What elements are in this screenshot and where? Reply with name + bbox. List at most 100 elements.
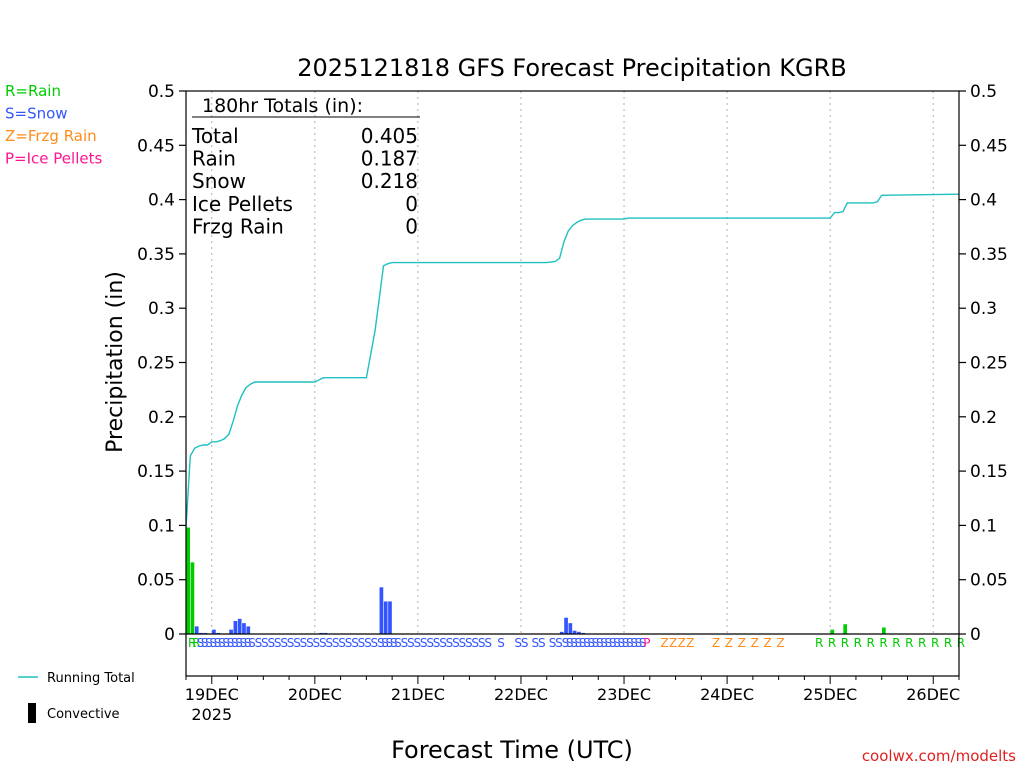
precip-type-mark-24: S bbox=[313, 636, 321, 650]
precip-bar-10 bbox=[242, 623, 246, 634]
precip-type-mark-81: Z bbox=[669, 636, 677, 650]
precip-type-mark-17: S bbox=[267, 636, 275, 650]
precip-type-legend-item-2: Z=Frzg Rain bbox=[5, 127, 97, 145]
x-tick-label-6: 25DEC bbox=[803, 685, 857, 704]
precip-type-mark-53: S bbox=[497, 636, 505, 650]
precip-type-mark-69: S bbox=[600, 636, 608, 650]
y-tick-label-left: 0.45 bbox=[137, 136, 175, 156]
precip-type-mark-42: S bbox=[420, 636, 428, 650]
precip-type-mark-45: S bbox=[439, 636, 447, 650]
precip-type-mark-9: S bbox=[227, 636, 235, 650]
precip-type-mark-0: R bbox=[188, 636, 196, 650]
precip-type-mark-5: S bbox=[209, 636, 217, 650]
precip-type-mark-51: S bbox=[478, 636, 486, 650]
precip-type-mark-77: S bbox=[635, 636, 643, 650]
y-tick-label-right: 0.4 bbox=[970, 191, 997, 211]
precip-type-strip: RRSSSSSSSSSSSSSSSSSSSSSSSSSSSSSSSSSSSSSS… bbox=[188, 636, 965, 650]
precip-bar-16 bbox=[388, 601, 392, 634]
y-tick-label-left: 0.35 bbox=[137, 245, 175, 265]
precip-type-mark-18: S bbox=[274, 636, 282, 650]
precip-type-mark-71: S bbox=[609, 636, 617, 650]
precip-type-mark-38: S bbox=[394, 636, 402, 650]
totals-rows: Total 0.405 Rain 0.187 Snow 0.218 Ice Pellets 0… bbox=[191, 124, 418, 238]
y-axis: 0 00.05 0.050.1 0.10.15 0.150.2 0.20.25 0.250.… bbox=[137, 82, 1008, 645]
precip-type-mark-3: S bbox=[201, 636, 209, 650]
running-total-line bbox=[185, 193, 960, 528]
precip-type-mark-28: S bbox=[338, 636, 346, 650]
precip-type-mark-32: S bbox=[364, 636, 372, 650]
chart-title: 2025121818 GFS Forecast Precipitation KG… bbox=[297, 54, 846, 82]
y-tick-label-left: 0.25 bbox=[137, 354, 175, 374]
precip-type-mark-95: R bbox=[879, 636, 887, 650]
precip-type-mark-35: S bbox=[381, 636, 389, 650]
running-total-legend-label: Running Total bbox=[47, 671, 135, 686]
totals-row-name: Rain bbox=[192, 147, 236, 171]
y-tick-label-right: 0.15 bbox=[970, 462, 1008, 482]
precip-type-mark-21: S bbox=[293, 636, 301, 650]
precip-type-mark-99: R bbox=[931, 636, 939, 650]
precip-type-mark-41: S bbox=[413, 636, 421, 650]
precip-bar-24 bbox=[843, 624, 848, 634]
precip-type-mark-48: S bbox=[459, 636, 467, 650]
precip-type-legend-item-0: R=Rain bbox=[5, 82, 61, 100]
precip-type-mark-40: S bbox=[407, 636, 415, 650]
precip-type-mark-8: S bbox=[222, 636, 230, 650]
totals-row-name: Frzg Rain bbox=[192, 214, 284, 238]
precip-bar-5 bbox=[212, 629, 216, 634]
y-tick-label-left: 0.5 bbox=[148, 82, 175, 102]
precip-type-mark-75: S bbox=[626, 636, 634, 650]
precip-type-mark-100: R bbox=[944, 636, 952, 650]
precip-type-mark-82: Z bbox=[678, 636, 686, 650]
totals-row-name: Total bbox=[191, 124, 239, 148]
precip-type-mark-31: S bbox=[358, 636, 366, 650]
precip-type-mark-87: Z bbox=[751, 636, 759, 650]
precip-type-mark-83: Z bbox=[686, 636, 694, 650]
precip-type-mark-97: R bbox=[905, 636, 913, 650]
totals-box: 180hr Totals (in): Total 0.405 Rain 0.187 Sn… bbox=[191, 95, 420, 238]
precip-bars bbox=[186, 527, 886, 634]
precip-type-mark-84: Z bbox=[712, 636, 720, 650]
totals-row-value: 0.218 bbox=[361, 169, 418, 193]
precip-bar-21 bbox=[577, 631, 581, 634]
y-tick-label-right: 0.45 bbox=[970, 136, 1008, 156]
precip-type-mark-39: S bbox=[401, 636, 409, 650]
precip-bar-19 bbox=[568, 623, 573, 634]
precip-type-mark-22: S bbox=[300, 636, 308, 650]
precip-type-mark-101: R bbox=[957, 636, 965, 650]
x-tick-label-2: 21DEC bbox=[391, 685, 445, 704]
x-tick-sublabel: 2025 bbox=[191, 705, 232, 724]
precip-bar-7 bbox=[229, 629, 233, 634]
precip-bar-0 bbox=[186, 527, 190, 634]
precip-type-mark-12: S bbox=[240, 636, 248, 650]
precip-type-mark-55: S bbox=[521, 636, 529, 650]
precip-type-mark-54: S bbox=[514, 636, 522, 650]
y-tick-label-left: 0.3 bbox=[148, 299, 175, 319]
x-tick-label-5: 24DEC bbox=[700, 685, 754, 704]
x-axis-label: Forecast Time (UTC) bbox=[391, 736, 633, 764]
precip-type-mark-50: S bbox=[471, 636, 479, 650]
precip-type-mark-85: Z bbox=[725, 636, 733, 650]
precip-type-mark-11: S bbox=[235, 636, 243, 650]
precip-type-mark-94: R bbox=[867, 636, 875, 650]
precip-bar-2 bbox=[194, 626, 199, 634]
precip-type-mark-70: S bbox=[605, 636, 613, 650]
precip-type-mark-89: Z bbox=[776, 636, 784, 650]
precip-type-mark-7: S bbox=[218, 636, 226, 650]
plot-frame bbox=[185, 90, 960, 677]
precip-type-mark-72: S bbox=[613, 636, 621, 650]
y-tick-label-right: 0.05 bbox=[970, 571, 1008, 591]
precip-type-mark-44: S bbox=[433, 636, 441, 650]
precip-type-mark-15: S bbox=[255, 636, 263, 650]
precip-type-mark-79: P bbox=[643, 636, 650, 650]
precip-type-mark-13: S bbox=[244, 636, 252, 650]
totals-row-value: 0 bbox=[405, 192, 418, 216]
precip-bar-8 bbox=[233, 620, 238, 634]
precip-type-mark-33: S bbox=[371, 636, 379, 650]
precip-type-mark-1: R bbox=[192, 636, 200, 650]
precip-type-mark-74: S bbox=[622, 636, 630, 650]
precip-bar-14 bbox=[379, 587, 384, 634]
y-tick-label-right: 0.25 bbox=[970, 354, 1008, 374]
convective-legend-label: Convective bbox=[47, 707, 120, 722]
y-tick-label-left: 0 bbox=[164, 625, 175, 645]
